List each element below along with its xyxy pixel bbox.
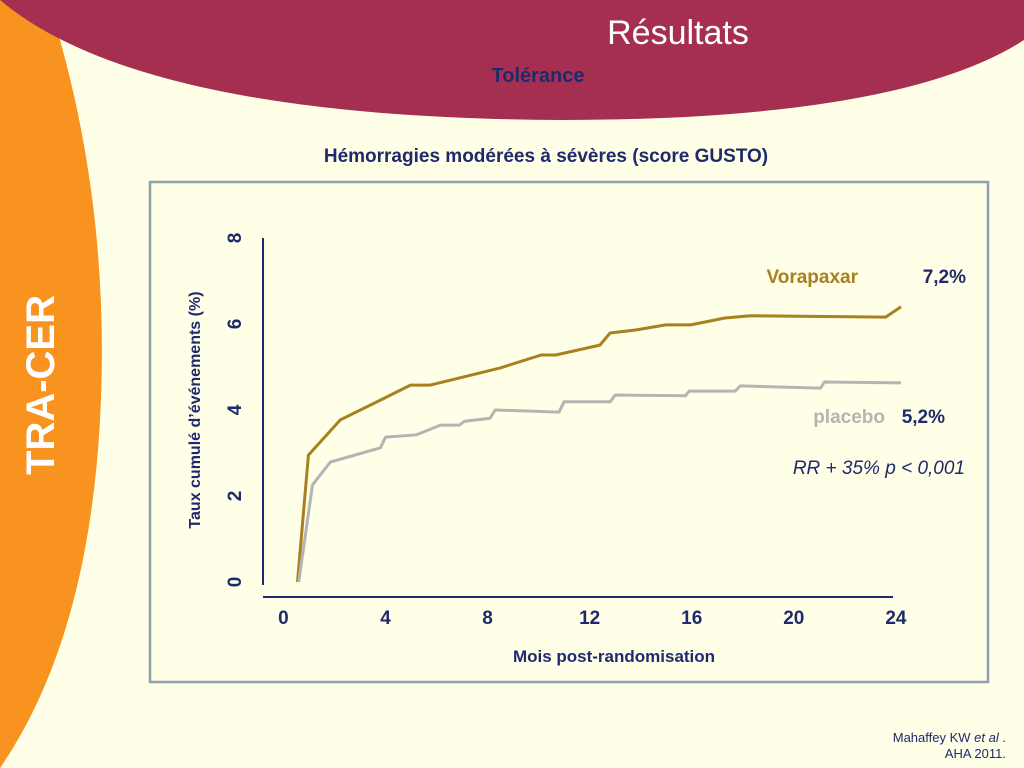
series-line [296, 305, 902, 583]
y-tick-label: 6 [225, 319, 246, 330]
side-band [0, 0, 102, 768]
x-tick-label: 24 [885, 608, 907, 629]
slide-subtitle: Tolérance [492, 65, 585, 87]
source-etal: et al [974, 730, 1000, 745]
x-tick-label: 8 [482, 608, 493, 629]
source-event: AHA 2011. [945, 746, 1006, 761]
chart-title: Hémorragies modérées à sévères (score GU… [324, 146, 768, 167]
annotation: RR + 35% p < 0,001 [793, 458, 965, 479]
legend-label: placebo [813, 407, 885, 428]
y-tick-label: 2 [225, 491, 246, 502]
side-label: TRA-CER [19, 295, 63, 475]
end-value-label: 5,2% [902, 407, 945, 428]
x-tick-label: 0 [278, 608, 289, 629]
series-line [297, 380, 902, 583]
source-author: Mahaffey KW [893, 730, 972, 745]
slide-title: Résultats [607, 14, 749, 52]
y-axis-label: Taux cumulé d’événements (%) [187, 291, 204, 528]
end-value-label: 7,2% [923, 267, 966, 288]
header-band [0, 0, 1024, 120]
x-tick-label: 12 [579, 608, 600, 629]
legend-label: Vorapaxar [766, 267, 858, 288]
chart-frame [148, 180, 990, 684]
source: Mahaffey KW et al . [893, 730, 1006, 745]
x-axis-label: Mois post-randomisation [513, 647, 715, 666]
y-tick-label: 0 [225, 577, 246, 588]
x-tick-label: 4 [380, 608, 391, 629]
source-dot: . [1002, 730, 1006, 745]
y-tick-label: 4 [225, 404, 246, 415]
x-tick-label: 20 [783, 608, 804, 629]
x-tick-label: 16 [681, 608, 702, 629]
y-tick-label: 8 [225, 233, 246, 244]
